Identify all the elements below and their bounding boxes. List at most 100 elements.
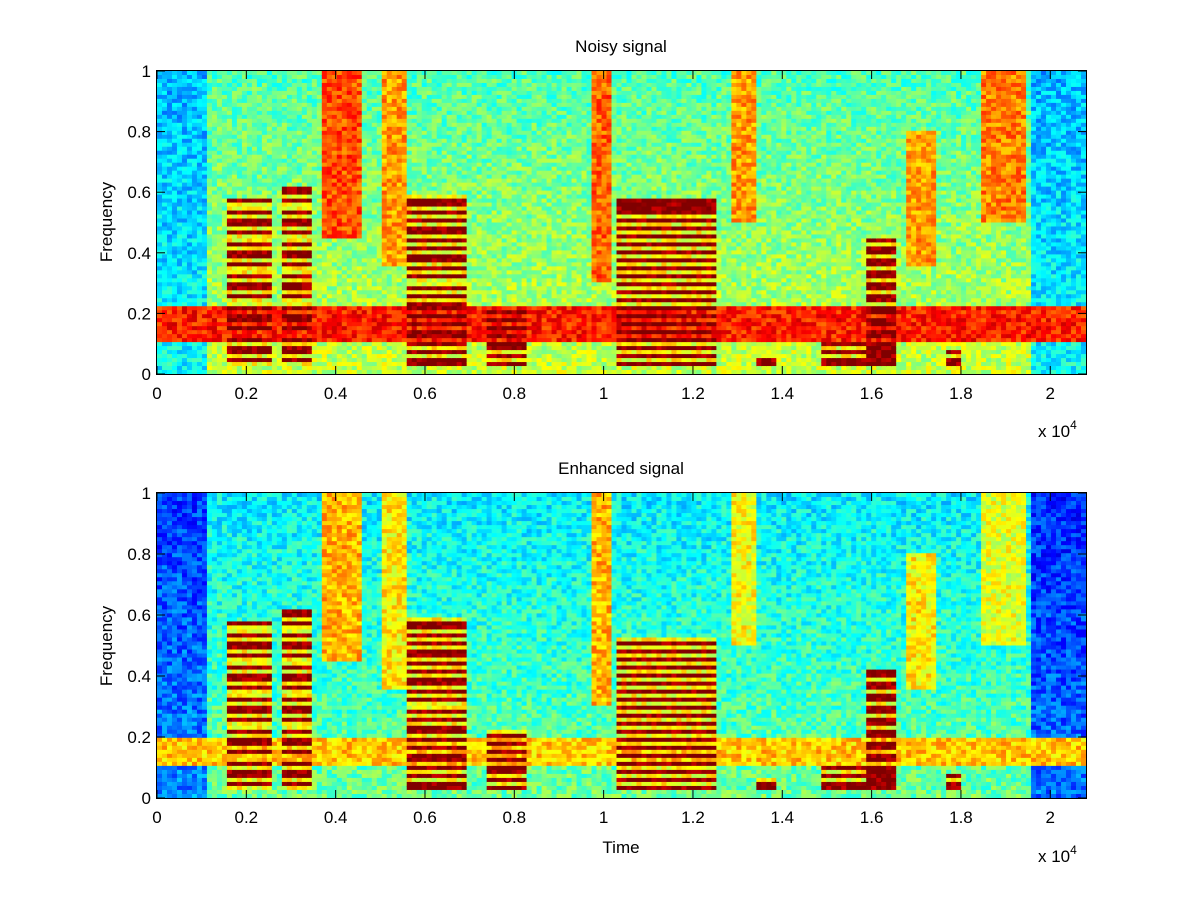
spectrogram-cell	[356, 254, 363, 259]
spectrogram-cell	[311, 310, 318, 315]
spectrogram-cell	[261, 82, 268, 88]
spectrogram-cell	[471, 90, 478, 96]
spectrogram-cell	[296, 198, 303, 204]
spectrogram-cell	[271, 322, 278, 327]
spectrogram-cell	[166, 266, 173, 271]
spectrogram-cell	[311, 238, 318, 244]
spectrogram-cell	[401, 170, 408, 176]
spectrogram-cell	[286, 94, 293, 100]
spectrogram-cell	[266, 282, 273, 287]
spectrogram-cell	[316, 150, 323, 156]
spectrogram-cell	[166, 234, 173, 240]
spectrogram-cell	[231, 142, 238, 148]
spectrogram-cell	[411, 258, 418, 263]
spectrogram-cell	[341, 334, 348, 339]
spectrogram-cell	[341, 218, 348, 224]
spectrogram-cell	[381, 122, 388, 128]
spectrogram-cell	[456, 370, 463, 374]
spectrogram-cell	[226, 266, 233, 271]
spectrogram-cell	[236, 370, 243, 374]
spectrogram-cell	[321, 122, 328, 128]
spectrogram-cell	[271, 242, 278, 248]
spectrogram-cell	[431, 134, 438, 140]
spectrogram-cell	[221, 294, 228, 299]
spectrogram-cell	[466, 102, 473, 108]
spectrogram-cell	[301, 230, 308, 236]
spectrogram-cell	[386, 334, 393, 339]
spectrogram-cell	[311, 86, 318, 92]
spectrogram-cell	[431, 138, 438, 144]
spectrogram-cell	[481, 210, 488, 216]
spectrogram-cell	[316, 242, 323, 248]
spectrogram-cell	[461, 254, 468, 259]
spectrogram-cell	[286, 242, 293, 248]
spectrogram-cell	[466, 162, 473, 168]
spectrogram-cell	[261, 182, 268, 188]
spectrogram-cell	[311, 254, 318, 259]
spectrogram-cell	[456, 146, 463, 152]
spectrogram-cell	[446, 198, 453, 204]
spectrogram-cell	[161, 86, 168, 92]
spectrogram-cell	[181, 342, 188, 347]
spectrogram-cell	[416, 86, 423, 92]
spectrogram-cell	[181, 278, 188, 283]
spectrogram-cell	[157, 138, 163, 144]
spectrogram-cell	[261, 358, 268, 363]
spectrogram-cell	[451, 366, 458, 371]
spectrogram-cell	[306, 190, 313, 196]
spectrogram-cell	[161, 302, 168, 307]
spectrogram-cell	[466, 186, 473, 192]
spectrogram-cell	[271, 130, 278, 136]
spectrogram-cell	[466, 178, 473, 184]
spectrogram-cell	[451, 126, 458, 132]
spectrogram-cell	[206, 90, 213, 96]
spectrogram-cell	[331, 154, 338, 160]
spectrogram-cell	[336, 194, 343, 200]
spectrogram-cell	[406, 274, 413, 279]
spectrogram-cell	[456, 358, 463, 363]
spectrogram-cell	[371, 182, 378, 188]
spectrogram-cell	[266, 178, 273, 184]
spectrogram-cell	[206, 122, 213, 128]
spectrogram-cell	[321, 78, 328, 84]
spectrogram-cell	[351, 358, 358, 363]
spectrogram-cell	[231, 234, 238, 240]
spectrogram-cell	[256, 242, 263, 248]
spectrogram-cell	[291, 242, 298, 248]
spectrogram-cell	[381, 302, 388, 307]
spectrogram-cell	[266, 370, 273, 374]
spectrogram-cell	[301, 114, 308, 120]
spectrogram-cell	[311, 94, 318, 100]
spectrogram-cell	[436, 286, 443, 291]
spectrogram-cell	[421, 294, 428, 299]
spectrogram-cell	[211, 362, 218, 367]
spectrogram-cell	[371, 358, 378, 363]
spectrogram-cell	[436, 310, 443, 315]
spectrogram-cell	[157, 314, 163, 319]
spectrogram-cell	[261, 338, 268, 343]
spectrogram-cell	[411, 226, 418, 232]
spectrogram-cell	[431, 154, 438, 160]
spectrogram-cell	[166, 282, 173, 287]
spectrogram-cell	[291, 174, 298, 180]
spectrogram-cell	[161, 322, 168, 327]
spectrogram-cell	[266, 214, 273, 220]
spectrogram-cell	[386, 82, 393, 88]
spectrogram-cell	[286, 110, 293, 116]
spectrogram-cell	[436, 314, 443, 319]
spectrogram-cell	[456, 258, 463, 263]
spectrogram-cell	[166, 150, 173, 156]
spectrogram-cell	[316, 230, 323, 236]
spectrogram-cell	[221, 282, 228, 287]
spectrogram-cell	[376, 350, 383, 355]
spectrogram-cell	[436, 294, 443, 299]
spectrogram-cell	[386, 198, 393, 204]
spectrogram-cell	[351, 146, 358, 152]
spectrogram-cell	[421, 154, 428, 160]
spectrogram-cell	[311, 270, 318, 275]
spectrogram-cell	[371, 342, 378, 347]
spectrogram-cell	[346, 286, 353, 291]
spectrogram-cell	[366, 206, 373, 212]
spectrogram-cell	[271, 166, 278, 172]
spectrogram-cell	[306, 342, 313, 347]
